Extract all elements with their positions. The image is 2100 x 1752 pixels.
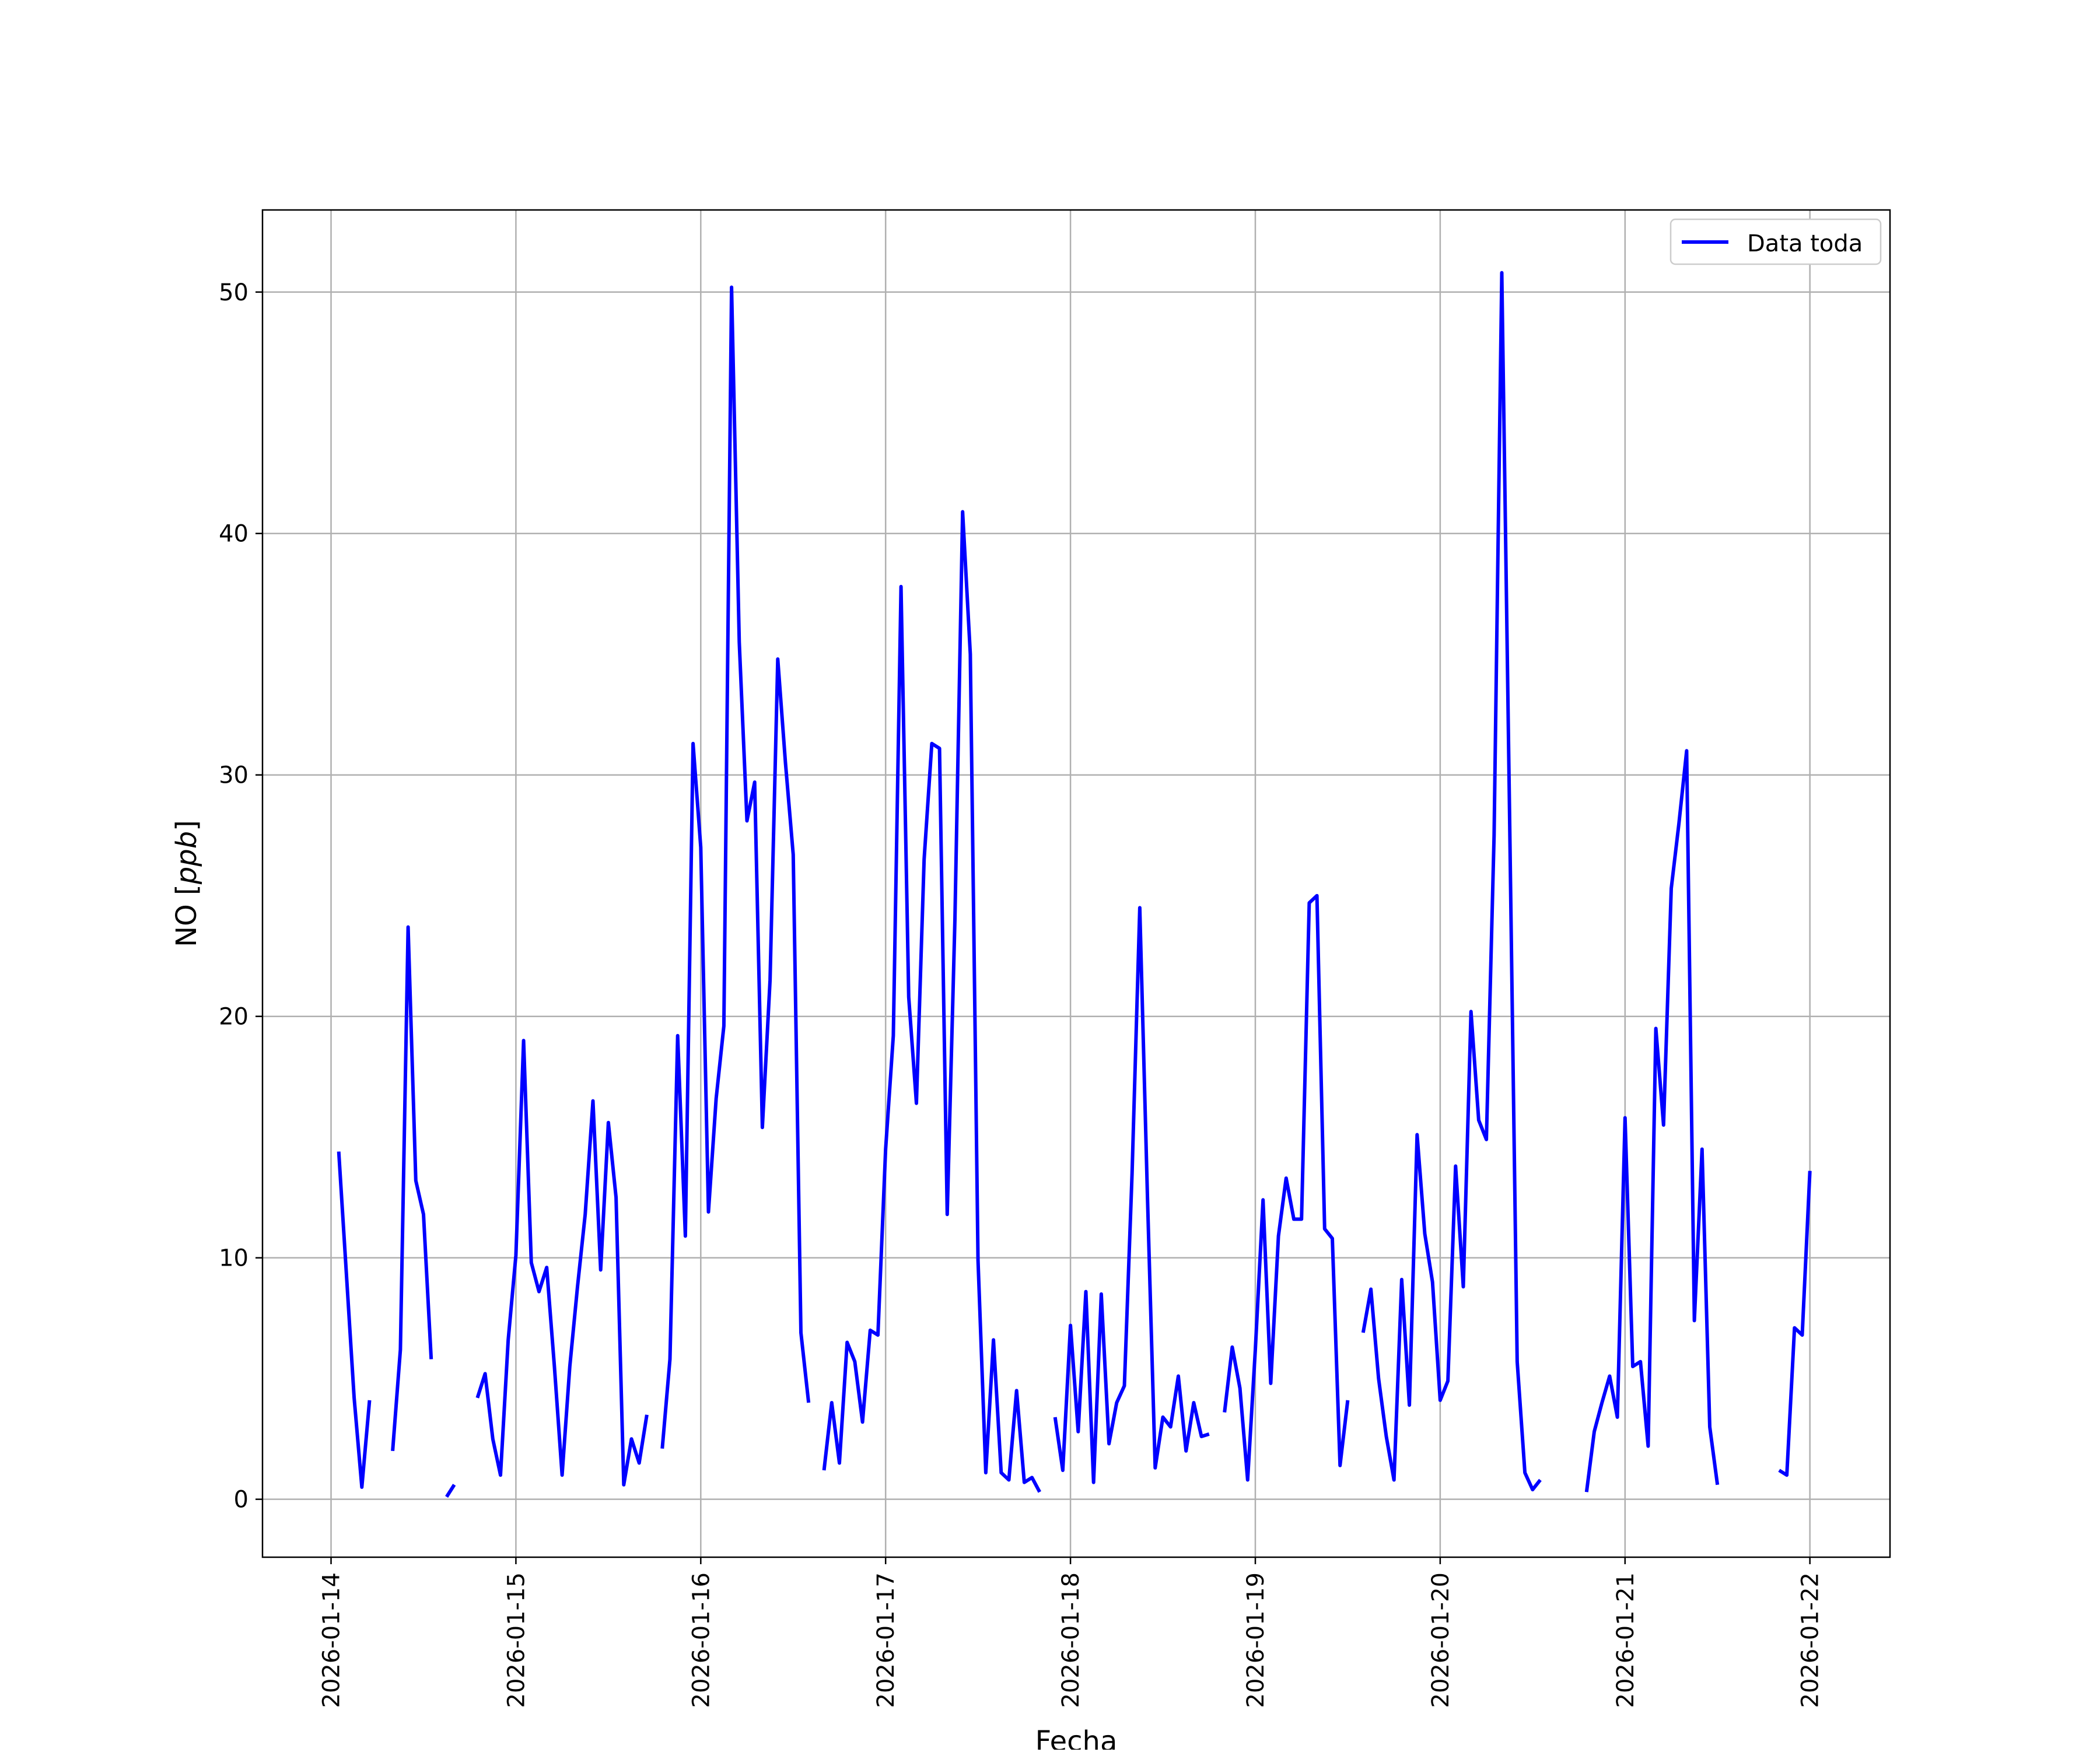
x-tick-label: 2026-01-22 bbox=[1797, 1572, 1824, 1708]
series-line-segment bbox=[337, 1151, 372, 1489]
series-line-segment bbox=[391, 925, 433, 1452]
y-tick-label: 20 bbox=[219, 1004, 249, 1031]
y-tick-label: 40 bbox=[219, 521, 249, 548]
legend-box bbox=[1670, 218, 1882, 265]
x-axis-label: Fecha bbox=[1035, 1725, 1118, 1750]
x-tick-label: 2026-01-17 bbox=[873, 1572, 900, 1708]
series-line-segment bbox=[1584, 749, 1720, 1492]
series-line-segment bbox=[1778, 1171, 1812, 1477]
series-line-segment bbox=[445, 1484, 456, 1498]
x-tick-label: 2026-01-14 bbox=[318, 1572, 345, 1708]
x-tick-label: 2026-01-21 bbox=[1612, 1572, 1639, 1708]
x-axis: 2026-01-14 2026-01-15 2026-01-16 2026-01-17… bbox=[318, 1557, 1824, 1708]
series-line-segment bbox=[1223, 893, 1350, 1482]
series-line-segment bbox=[1053, 906, 1210, 1484]
x-tick-label: 2026-01-15 bbox=[503, 1572, 530, 1708]
x-tick-label: 2026-01-16 bbox=[688, 1572, 715, 1708]
legend-label-data-toda: Data toda bbox=[1747, 230, 1863, 257]
series-line-segment bbox=[822, 510, 1041, 1493]
y-tick-label: 0 bbox=[234, 1487, 249, 1513]
y-tick-label: 10 bbox=[219, 1245, 249, 1272]
y-axis-label: NO [ppb] bbox=[170, 820, 203, 947]
y-tick-label: 50 bbox=[219, 279, 249, 306]
series-line-segment bbox=[1361, 271, 1542, 1492]
x-tick-label: 2026-01-19 bbox=[1242, 1572, 1269, 1708]
series-data-toda bbox=[337, 271, 1812, 1498]
legend: Data toda bbox=[1670, 218, 1882, 265]
x-tick-label: 2026-01-18 bbox=[1058, 1572, 1084, 1708]
series-line-segment bbox=[475, 1039, 649, 1487]
plot-frame bbox=[261, 209, 1891, 1558]
x-tick-label: 2026-01-20 bbox=[1427, 1572, 1454, 1708]
y-tick-label: 30 bbox=[219, 762, 249, 789]
series-line-segment bbox=[660, 285, 811, 1449]
y-axis: 0 10 20 30 40 50 bbox=[219, 279, 262, 1513]
